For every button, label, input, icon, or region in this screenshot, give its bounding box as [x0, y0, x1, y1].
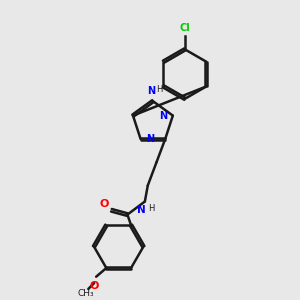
Text: H: H	[156, 85, 163, 94]
Text: Cl: Cl	[179, 23, 190, 33]
Text: N: N	[137, 205, 146, 215]
Text: N: N	[146, 134, 154, 144]
Text: CH₃: CH₃	[77, 289, 94, 298]
Text: O: O	[99, 199, 109, 209]
Text: N: N	[160, 111, 168, 121]
Text: N: N	[147, 86, 155, 96]
Text: H: H	[148, 204, 155, 213]
Text: O: O	[89, 281, 99, 291]
